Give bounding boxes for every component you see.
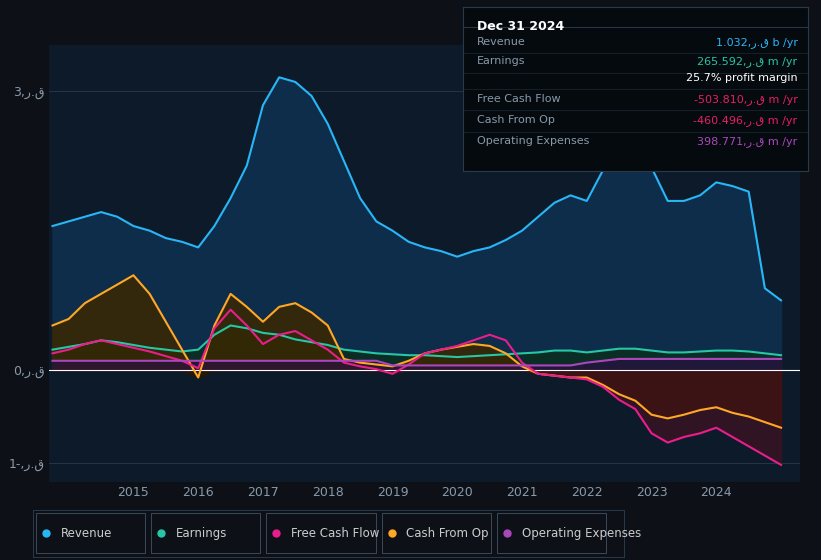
Text: Revenue: Revenue: [61, 527, 112, 540]
Text: Cash From Op: Cash From Op: [406, 527, 489, 540]
Text: Free Cash Flow: Free Cash Flow: [291, 527, 379, 540]
Text: 398.771,ر.ق m /yr: 398.771,ر.ق m /yr: [697, 137, 797, 147]
Text: Dec 31 2024: Dec 31 2024: [477, 20, 564, 34]
Text: Cash From Op: Cash From Op: [477, 115, 555, 125]
Text: -460.496,ر.ق m /yr: -460.496,ر.ق m /yr: [694, 115, 797, 126]
Text: -503.810,ر.ق m /yr: -503.810,ر.ق m /yr: [694, 94, 797, 105]
Text: 1.032,ر.ق b /yr: 1.032,ر.ق b /yr: [716, 37, 797, 48]
Text: Revenue: Revenue: [477, 37, 525, 46]
Text: Free Cash Flow: Free Cash Flow: [477, 94, 561, 104]
Text: Earnings: Earnings: [176, 527, 227, 540]
Text: Earnings: Earnings: [477, 57, 525, 66]
Text: 25.7% profit margin: 25.7% profit margin: [686, 73, 797, 83]
Text: Operating Expenses: Operating Expenses: [521, 527, 641, 540]
Text: Operating Expenses: Operating Expenses: [477, 137, 589, 147]
Text: 265.592,ر.ق m /yr: 265.592,ر.ق m /yr: [697, 57, 797, 67]
